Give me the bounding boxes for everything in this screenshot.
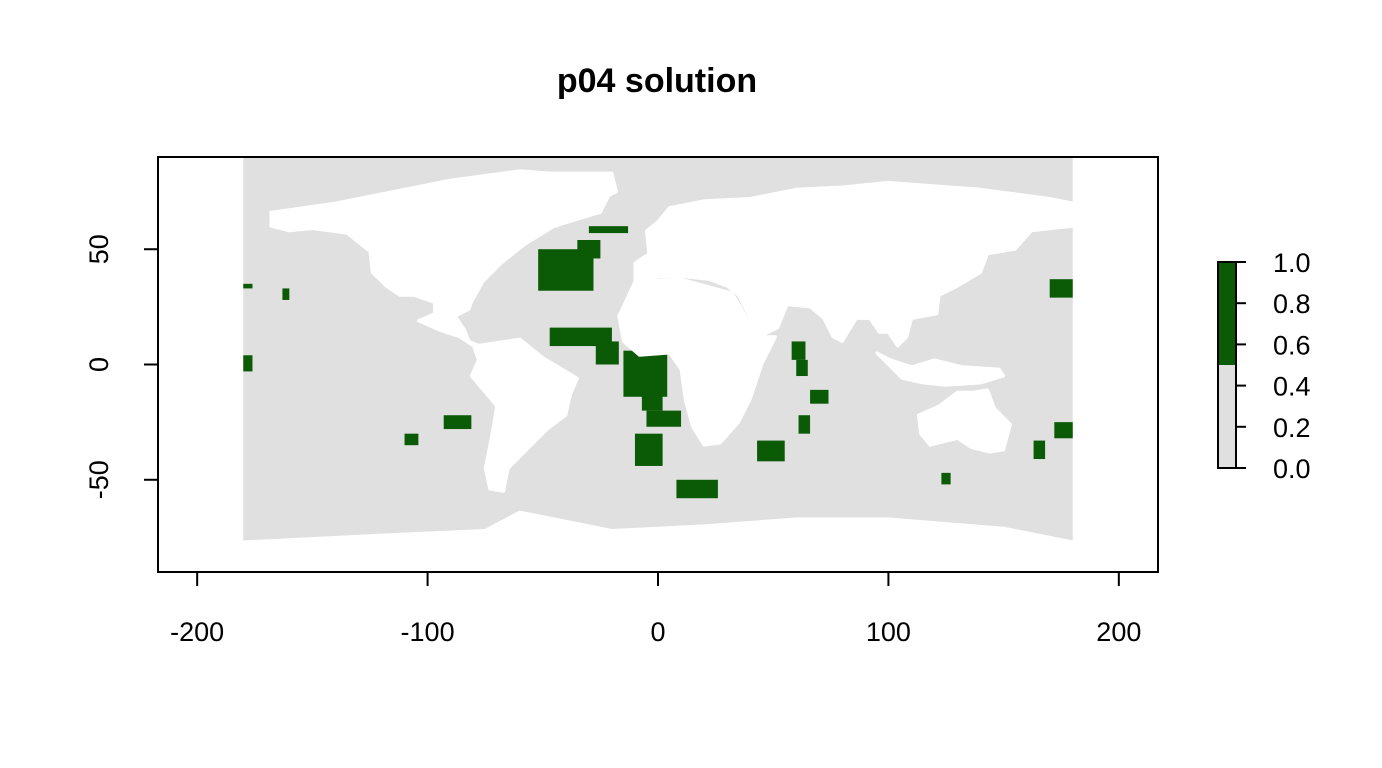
- x-tick-label: 100: [866, 617, 911, 647]
- x-axis: -200 -100 0 100 200: [170, 571, 1141, 647]
- selected-cell: [757, 440, 785, 462]
- raster-map: [241, 157, 1075, 572]
- legend-tick-label: 0.6: [1273, 330, 1311, 360]
- no-data-greenland: [522, 171, 618, 228]
- selected-cell: [798, 415, 811, 434]
- no-data-antarctica: [241, 510, 1075, 572]
- no-data-eurasia: [633, 180, 1075, 348]
- land-mask-layer: [241, 169, 1075, 572]
- selected-cell: [941, 472, 951, 485]
- y-tick-label: 0: [84, 357, 114, 372]
- legend-tick-label: 0.0: [1273, 454, 1311, 484]
- no-data-central-america: [416, 312, 483, 348]
- chart-title: p04 solution: [557, 62, 757, 100]
- legend-tick-label: 0.4: [1273, 372, 1311, 402]
- selected-cell: [1033, 440, 1046, 460]
- no-data-africa: [617, 277, 777, 447]
- legend-tick-label: 0.2: [1273, 413, 1311, 443]
- no-data-australia: [916, 388, 1012, 454]
- selected-cell: [595, 341, 619, 365]
- selected-cell: [791, 341, 806, 360]
- y-tick-label: -50: [84, 460, 114, 499]
- selected-cell: [641, 392, 663, 411]
- y-axis: -50 0 50: [84, 234, 159, 499]
- color-legend: 0.0 0.2 0.4 0.6 0.8 1.0: [1217, 248, 1311, 484]
- selected-cell: [1049, 279, 1073, 298]
- selected-cell: [443, 415, 472, 430]
- legend-swatch: [1218, 365, 1236, 468]
- selected-cell: [404, 433, 419, 446]
- legend-tick-label: 0.8: [1273, 289, 1311, 319]
- no-data-indonesia: [875, 351, 1006, 387]
- x-tick-label: 200: [1096, 617, 1141, 647]
- selected-cell: [623, 350, 668, 397]
- selected-cell: [676, 479, 718, 499]
- x-tick-label: -100: [401, 617, 455, 647]
- selected-units-layer: [243, 226, 1073, 499]
- no-data-south-america: [469, 337, 579, 493]
- selected-cell: [588, 226, 629, 234]
- legend-frame: [1217, 261, 1237, 469]
- selected-cell: [282, 288, 290, 300]
- legend-swatch: [1218, 262, 1236, 365]
- x-tick-label: 0: [650, 617, 665, 647]
- selected-cell: [634, 433, 663, 466]
- selected-cell: [810, 389, 829, 404]
- selected-cell: [577, 240, 601, 259]
- y-tick-label: 50: [84, 234, 114, 264]
- selected-cell: [646, 410, 682, 427]
- selected-cell: [243, 283, 253, 289]
- legend-tick-label: 1.0: [1273, 248, 1311, 278]
- x-tick-label: -200: [170, 617, 224, 647]
- selected-cell: [1054, 422, 1073, 439]
- selected-cell: [796, 359, 808, 377]
- selected-cell: [243, 355, 253, 372]
